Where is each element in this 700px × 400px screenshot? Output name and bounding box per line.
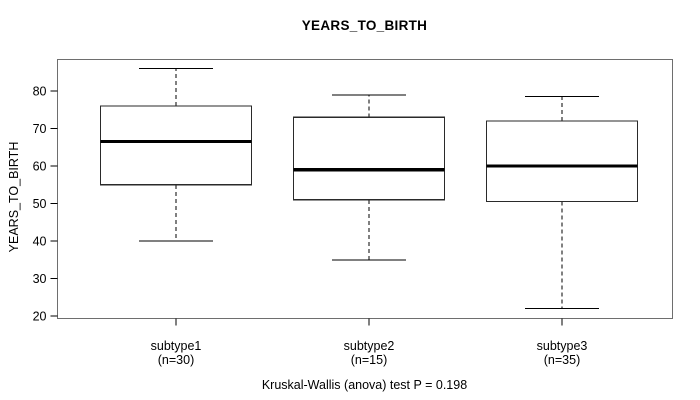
category-sublabel: (n=35) [544, 353, 580, 367]
stat-test-caption: Kruskal-Wallis (anova) test P = 0.198 [261, 378, 468, 392]
chart-title: YEARS_TO_BIRTH [301, 18, 428, 33]
category-sublabel: (n=15) [351, 353, 387, 367]
y-tick-label: 30 [33, 272, 47, 286]
category-label: subtype3 [537, 339, 588, 353]
y-axis-label: YEARS_TO_BIRTH [7, 141, 21, 253]
y-tick-label: 40 [33, 234, 47, 248]
y-tick-label: 20 [33, 309, 47, 323]
iqr-box [292, 116, 446, 201]
y-tick-label: 80 [33, 84, 47, 98]
plot-border [56, 58, 674, 320]
y-tick-label: 60 [33, 159, 47, 173]
category-label: subtype1 [151, 339, 202, 353]
y-tick-label: 70 [33, 122, 47, 136]
iqr-box [99, 105, 253, 186]
category-sublabel: (n=30) [158, 353, 194, 367]
y-tick-label: 50 [33, 197, 47, 211]
category-label: subtype2 [344, 339, 395, 353]
iqr-box [485, 120, 639, 203]
